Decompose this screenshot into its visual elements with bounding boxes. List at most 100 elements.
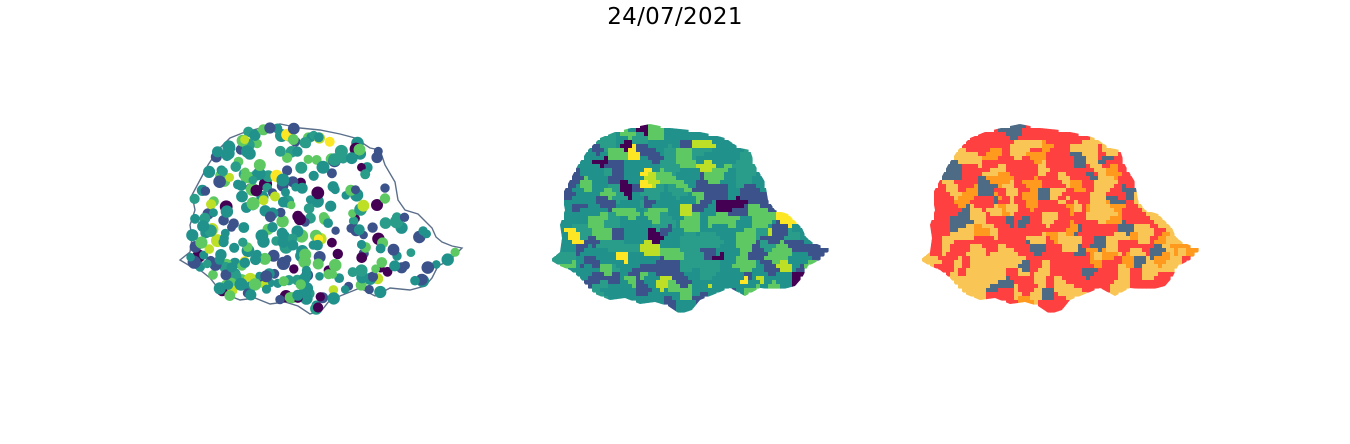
region-cell bbox=[1018, 244, 1023, 249]
region-cell bbox=[736, 284, 741, 289]
region-cell bbox=[1042, 156, 1047, 161]
region-cell bbox=[1066, 144, 1071, 149]
region-cell bbox=[1122, 200, 1127, 205]
region-cell bbox=[1018, 204, 1023, 209]
region-cell bbox=[660, 128, 665, 133]
region-cell bbox=[736, 168, 741, 173]
region-cell bbox=[982, 284, 987, 289]
region-cell bbox=[648, 176, 653, 181]
region-cell bbox=[612, 292, 617, 297]
region-cell bbox=[712, 148, 717, 153]
region-cell bbox=[744, 212, 749, 217]
region-cell bbox=[688, 252, 693, 257]
municipality-point bbox=[282, 152, 293, 163]
region-cell bbox=[1062, 140, 1067, 145]
region-cell bbox=[1098, 228, 1103, 233]
region-cell bbox=[1058, 192, 1063, 197]
region-cell bbox=[1090, 288, 1095, 293]
region-cell bbox=[700, 276, 705, 281]
region-cell bbox=[1010, 288, 1015, 293]
region-cell bbox=[958, 224, 963, 229]
region-cell bbox=[624, 216, 629, 221]
region-cell bbox=[1070, 200, 1075, 205]
region-cell bbox=[724, 172, 729, 177]
region-cell bbox=[620, 152, 625, 157]
region-cell bbox=[740, 212, 745, 217]
region-cell bbox=[1118, 256, 1123, 261]
region-cell bbox=[1046, 132, 1051, 137]
region-cell bbox=[1098, 196, 1103, 201]
region-cell bbox=[576, 200, 581, 205]
region-cell bbox=[1074, 132, 1079, 137]
region-cell bbox=[608, 152, 613, 157]
region-cell bbox=[1074, 216, 1079, 221]
region-cell bbox=[648, 232, 653, 237]
region-cell bbox=[1014, 156, 1019, 161]
region-cell bbox=[596, 192, 601, 197]
region-cell bbox=[1126, 232, 1131, 237]
region-cell bbox=[724, 244, 729, 249]
region-cell bbox=[1150, 284, 1155, 289]
region-cell bbox=[592, 212, 597, 217]
region-cell bbox=[692, 224, 697, 229]
region-cell bbox=[680, 264, 685, 269]
region-cell bbox=[1118, 228, 1123, 233]
region-cell bbox=[946, 164, 951, 169]
region-cell bbox=[632, 204, 637, 209]
region-cell bbox=[1038, 256, 1043, 261]
region-cell bbox=[560, 224, 565, 229]
region-cell bbox=[628, 188, 633, 193]
region-cell bbox=[978, 296, 983, 301]
region-cell bbox=[672, 184, 677, 189]
region-cell bbox=[580, 220, 585, 225]
region-cell bbox=[740, 220, 745, 225]
region-cell bbox=[1050, 196, 1055, 201]
region-cell bbox=[664, 220, 669, 225]
region-cell bbox=[1102, 228, 1107, 233]
region-cell bbox=[938, 232, 943, 237]
region-cell bbox=[772, 212, 777, 217]
region-cell bbox=[1050, 188, 1055, 193]
region-cell bbox=[1054, 168, 1059, 173]
region-cell bbox=[700, 136, 705, 141]
region-cell bbox=[1034, 172, 1039, 177]
region-cell bbox=[680, 240, 685, 245]
region-cell bbox=[684, 288, 689, 293]
region-cell bbox=[1070, 264, 1075, 269]
region-cell bbox=[656, 284, 661, 289]
region-cell bbox=[954, 276, 959, 281]
region-cell bbox=[1038, 160, 1043, 165]
region-cell bbox=[692, 288, 697, 293]
region-cell bbox=[1018, 140, 1023, 145]
region-cell bbox=[1010, 300, 1015, 305]
region-cell bbox=[998, 152, 1003, 157]
region-cell bbox=[788, 248, 793, 253]
region-cell bbox=[1078, 280, 1083, 285]
region-cell bbox=[986, 160, 991, 165]
region-cell bbox=[1050, 216, 1055, 221]
region-cell bbox=[680, 132, 685, 137]
region-cell bbox=[1082, 228, 1087, 233]
region-cell bbox=[1166, 280, 1171, 285]
region-cell bbox=[1086, 236, 1091, 241]
region-cell bbox=[1030, 240, 1035, 245]
region-cell bbox=[752, 244, 757, 249]
region-cell bbox=[978, 132, 983, 137]
region-cell bbox=[1058, 224, 1063, 229]
region-cell bbox=[652, 252, 657, 257]
region-cell bbox=[664, 200, 669, 205]
region-cell bbox=[1118, 240, 1123, 245]
region-cell bbox=[1074, 152, 1079, 157]
region-cell bbox=[1090, 144, 1095, 149]
region-cell bbox=[700, 200, 705, 205]
region-cell bbox=[1126, 244, 1131, 249]
region-cell bbox=[942, 208, 947, 213]
region-cell bbox=[1042, 308, 1047, 313]
region-cell bbox=[676, 296, 681, 301]
region-cell bbox=[696, 216, 701, 221]
region-cell bbox=[1058, 156, 1063, 161]
region-cell bbox=[958, 188, 963, 193]
region-cell bbox=[588, 156, 593, 161]
region-cell bbox=[1054, 292, 1059, 297]
region-cell bbox=[946, 212, 951, 217]
